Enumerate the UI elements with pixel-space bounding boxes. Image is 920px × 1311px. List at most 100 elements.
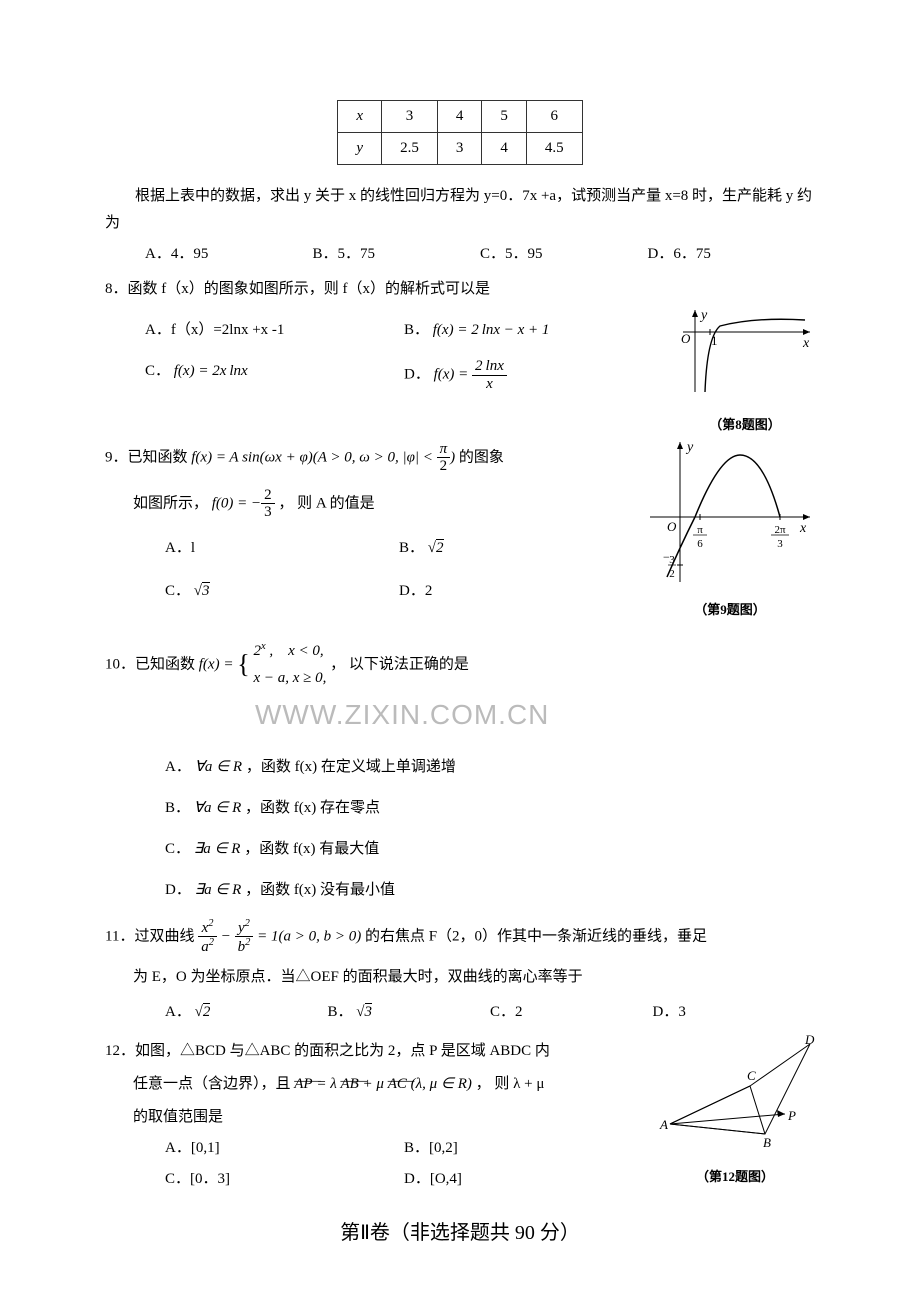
q9-fig-caption: （第9题图） <box>645 598 815 621</box>
q8-c-pre: C． <box>145 363 170 379</box>
q12-fig-caption: （第12题图） <box>655 1165 815 1188</box>
q10-b-pre: B． <box>165 800 190 816</box>
q9-b-rad: 2 <box>436 539 444 556</box>
q8-d-den: x <box>472 376 507 393</box>
q9-b-pre: B． <box>399 540 424 556</box>
q12-opt-a: A．[0,1] <box>165 1135 404 1162</box>
q9-ymd: 2 <box>669 568 675 580</box>
q9-stem2-a: 如图所示， <box>133 495 208 511</box>
table-cell: y <box>338 133 382 165</box>
q10-c-sym: ∃a ∈ R <box>194 841 241 857</box>
q8-stem: 8．函数 f（x）的图象如图所示，则 f（x）的解析式可以是 <box>105 276 815 303</box>
q9-opt-d: D．2 <box>399 578 633 605</box>
q9-stem-a: 9．已知函数 <box>105 449 188 465</box>
q10-stem: 10．已知函数 f(x) = { 2x , x < 0, x − a, x ≥ … <box>105 638 815 692</box>
q8-b-eq: f(x) = 2 lnx − x + 1 <box>433 322 550 338</box>
q12-opt-b: B．[0,2] <box>404 1135 643 1162</box>
q11-a-pre: A． <box>165 1004 191 1020</box>
q12-stem3: 的取值范围是 <box>133 1104 643 1131</box>
q10-a-post: ，函数 f(x) 在定义域上单调递增 <box>246 759 456 775</box>
q12-opt-c: C．[0．3] <box>165 1166 404 1193</box>
q7-opt-d: D．6．75 <box>648 241 816 268</box>
q12-lbl-c: C <box>747 1068 756 1083</box>
q10-a-sym: ∀a ∈ R <box>195 759 243 775</box>
q7-opt-a: A．4．95 <box>145 241 313 268</box>
q10-b-post: ，函数 f(x) 存在零点 <box>245 800 380 816</box>
q8-d-num: 2 lnx <box>472 358 507 376</box>
table-cell: 3 <box>437 133 482 165</box>
q7-opt-c: C．5．95 <box>480 241 648 268</box>
q9-t2d: 3 <box>777 538 783 550</box>
q7-options: A．4．95 B．5．75 C．5．95 D．6．75 <box>145 241 815 268</box>
q9-ymn: 3 <box>669 554 675 566</box>
q8-svg: O 1 x y <box>675 307 815 402</box>
q8-y-axis: y <box>699 308 708 323</box>
q10-d-sym: ∃a ∈ R <box>195 882 242 898</box>
q8-fig-caption: （第8题图） <box>675 413 815 436</box>
q9-c-pre: C． <box>165 583 190 599</box>
svg-text:π: π <box>697 524 703 536</box>
table-cell: 4 <box>482 133 527 165</box>
q12-stem1: 12．如图，△BCD 与△ABC 的面积之比为 2，点 P 是区域 ABDC 内 <box>105 1038 643 1065</box>
q9-x-label: x <box>799 521 807 536</box>
q9-stem2-b: ， 则 A 的值是 <box>278 495 374 511</box>
q11-opt-c: C．2 <box>490 999 653 1026</box>
q9-stem2: 如图所示， f(0) = −23 ， 则 A 的值是 <box>133 487 633 521</box>
q10-c-post: ，函数 f(x) 有最大值 <box>244 841 379 857</box>
q9-c-rad: 3 <box>202 582 210 599</box>
q9-t1d: 6 <box>697 538 703 550</box>
q12-lbl-d: D <box>804 1034 815 1047</box>
q8-d-pre: D． <box>404 366 430 382</box>
q9-stem: 9．已知函数 f(x) = A sin(ωx + φ)(A > 0, ω > 0… <box>105 441 633 475</box>
q8-opt-d: D． f(x) = 2 lnxx <box>404 358 663 392</box>
q8-opt-b: B． f(x) = 2 lnx − x + 1 <box>404 317 663 344</box>
q11-stem: 11．过双曲线 x2a2 − y2b2 = 1(a > 0, b > 0) 的右… <box>105 918 815 956</box>
q9-t1n: π <box>697 524 703 536</box>
q11-opt-d: D．3 <box>653 999 816 1026</box>
data-table: x 3 4 5 6 y 2.5 3 4 4.5 <box>337 100 582 165</box>
q12-lbl-b: B <box>763 1135 771 1150</box>
q10-c-pre: C． <box>165 841 190 857</box>
q12-lbl-p: P <box>787 1108 796 1123</box>
q8-b-pre: B． <box>404 322 429 338</box>
q10-a-pre: A． <box>165 759 191 775</box>
watermark: WWW.ZIXIN.COM.CN <box>255 690 815 740</box>
q9-y-label: y <box>685 440 694 455</box>
table-cell: 3 <box>382 101 438 133</box>
q11-stem2: 为 E，O 为坐标原点．当△OEF 的面积最大时，双曲线的离心率等于 <box>133 964 815 991</box>
q11-opt-b: B． √3 <box>328 999 491 1026</box>
q12-opt-d: D．[O,4] <box>404 1166 643 1193</box>
q9-t2n: 2π <box>774 524 786 536</box>
q7-opt-b: B．5．75 <box>313 241 481 268</box>
q12-stem2-a: 任意一点（含边界），且 <box>133 1076 291 1092</box>
table-cell: x <box>338 101 382 133</box>
q10-d-post: ，函数 f(x) 没有最小值 <box>245 882 395 898</box>
q8-c-eq: f(x) = 2x lnx <box>174 363 248 379</box>
q9-opt-c: C． √3 <box>165 578 399 605</box>
q9-opt-a: A．l <box>165 535 399 562</box>
q10-stem-a: 10．已知函数 <box>105 656 195 672</box>
table-cell: 5 <box>482 101 527 133</box>
q10-stem-b: ， 以下说法正确的是 <box>330 656 469 672</box>
q12-lbl-a: A <box>659 1117 668 1132</box>
table-cell: 4 <box>437 101 482 133</box>
q12-svg: A B C D P <box>655 1034 815 1154</box>
q7-intro: 根据上表中的数据，求出 y 关于 x 的线性回归方程为 y=0．7x +a，试预… <box>105 183 815 237</box>
q10-opt-a: A． ∀a ∈ R ，函数 f(x) 在定义域上单调递增 <box>165 754 815 781</box>
table-cell: 6 <box>526 101 582 133</box>
q11-b-pre: B． <box>328 1004 353 1020</box>
q8-opt-c: C． f(x) = 2x lnx <box>145 358 404 392</box>
q9-svg: O x y π 6 2π 3 − 3 2 <box>645 437 815 587</box>
q10-opt-b: B． ∀a ∈ R ，函数 f(x) 存在零点 <box>165 795 815 822</box>
q11-b-rad: 3 <box>365 1003 373 1020</box>
q10-opt-c: C． ∃a ∈ R ，函数 f(x) 有最大值 <box>165 836 815 863</box>
q11-stem-a: 11．过双曲线 <box>105 928 194 944</box>
q10-b-sym: ∀a ∈ R <box>194 800 242 816</box>
table-cell: 2.5 <box>382 133 438 165</box>
q12-stem2: 任意一点（含边界），且 ——AP = λ ——AB + μ ——AC (λ, μ… <box>133 1071 643 1098</box>
q12-figure: A B C D P （第12题图） <box>655 1034 815 1189</box>
table-cell: 4.5 <box>526 133 582 165</box>
q11-opt-a: A． √2 <box>165 999 328 1026</box>
q9-figure: O x y π 6 2π 3 − 3 2 （第9题图） <box>645 437 815 622</box>
q11-a-rad: 2 <box>203 1003 211 1020</box>
